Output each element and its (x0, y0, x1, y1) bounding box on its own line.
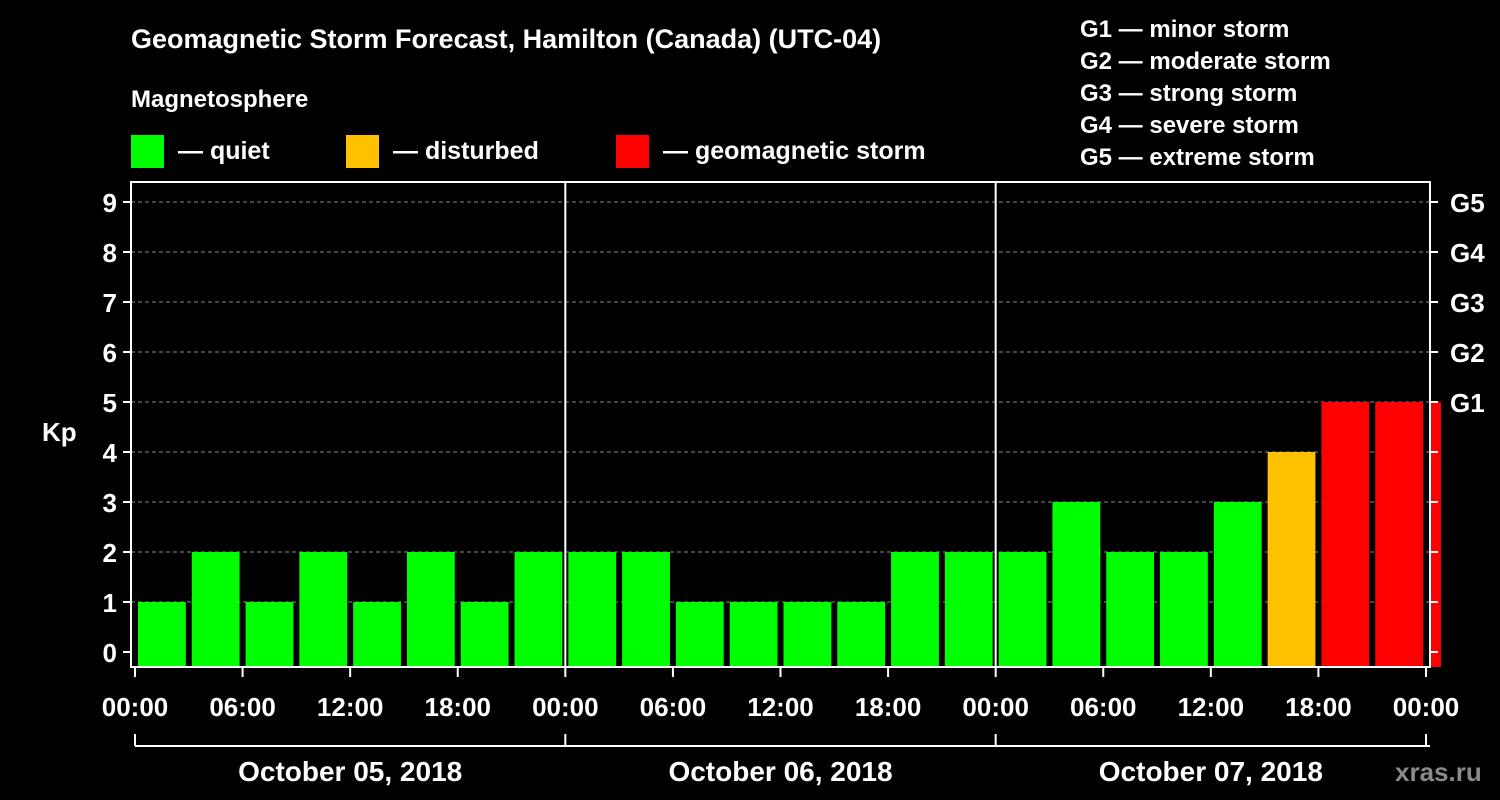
legend-swatch-storm (616, 134, 649, 168)
g-scale-g4: G4 — severe storm (1080, 112, 1299, 139)
x-tick-label: 12:00 (317, 692, 384, 722)
y-tick-label: 1 (103, 588, 117, 618)
kp-bar (1267, 452, 1316, 667)
x-tick-label: 12:00 (1178, 692, 1245, 722)
legend-storm: — geomagnetic storm (616, 134, 926, 168)
kp-bar (406, 552, 455, 667)
kp-bar (944, 552, 993, 667)
y-tick-label: 9 (103, 188, 117, 218)
x-tick-label: 18:00 (855, 692, 922, 722)
day-label: October 05, 2018 (238, 756, 462, 787)
x-tick-label: 18:00 (1285, 692, 1352, 722)
y-tick-label: 6 (103, 338, 117, 368)
x-tick-label: 00:00 (102, 692, 169, 722)
y-tick-label: 5 (103, 388, 117, 418)
kp-bar (460, 602, 509, 667)
x-tick-label: 00:00 (962, 692, 1029, 722)
x-tick-label: 18:00 (425, 692, 492, 722)
g-level-label: G3 (1450, 288, 1485, 318)
x-tick-label: 06:00 (1070, 692, 1137, 722)
kp-bar (1160, 552, 1208, 667)
kp-bar (783, 602, 832, 667)
kp-bar (1429, 402, 1441, 667)
kp-bar (1106, 552, 1155, 667)
kp-bar (191, 552, 240, 667)
y-tick-label: 8 (103, 238, 117, 268)
g-level-label: G4 (1450, 238, 1485, 268)
g-scale-legend: G1 — minor storm G2 — moderate storm G3 … (1080, 14, 1331, 174)
magnetosphere-heading: Magnetosphere (131, 86, 309, 113)
kp-bar (514, 552, 563, 667)
g-level-label: G1 (1450, 388, 1485, 418)
g-level-label: G5 (1450, 188, 1485, 218)
legend-label-storm: — geomagnetic storm (663, 136, 926, 165)
y-axis-label: Kp (42, 417, 77, 447)
kp-bar (891, 552, 939, 667)
kp-bar (353, 602, 401, 667)
kp-bar (138, 602, 186, 667)
g-scale-g2: G2 — moderate storm (1080, 48, 1331, 75)
x-tick-label: 06:00 (640, 692, 707, 722)
y-tick-label: 0 (103, 638, 117, 668)
g-level-label: G2 (1450, 338, 1485, 368)
y-tick-label: 3 (103, 488, 117, 518)
x-tick-label: 00:00 (1393, 692, 1460, 722)
kp-bar (245, 602, 294, 667)
day-label: October 07, 2018 (1099, 756, 1323, 787)
kp-bar (1213, 502, 1262, 667)
kp-bar (299, 552, 348, 667)
g-scale-g5: G5 — extreme storm (1080, 144, 1315, 171)
y-tick-label: 4 (103, 438, 118, 468)
legend-swatch-disturbed (346, 134, 379, 168)
x-tick-label: 12:00 (747, 692, 814, 722)
chart-title: Geomagnetic Storm Forecast, Hamilton (Ca… (131, 24, 882, 54)
legend-label-disturbed: — disturbed (393, 136, 539, 165)
legend-quiet: — quiet (131, 134, 270, 168)
kp-bar (837, 602, 886, 667)
day-label: October 06, 2018 (668, 756, 892, 787)
y-tick-label: 2 (103, 538, 117, 568)
watermark: xras.ru (1395, 757, 1482, 787)
kp-bar (1375, 402, 1423, 667)
kp-bar (675, 602, 724, 667)
kp-bar (729, 602, 778, 667)
kp-bar (998, 552, 1047, 667)
legend-label-quiet: — quiet (178, 136, 270, 165)
kp-bar (622, 552, 670, 667)
g-scale-g3: G3 — strong storm (1080, 80, 1298, 107)
kp-bar (1052, 502, 1101, 667)
g-scale-g1: G1 — minor storm (1080, 16, 1290, 43)
kp-bar (568, 552, 617, 667)
x-tick-label: 00:00 (532, 692, 599, 722)
legend-disturbed: — disturbed (346, 134, 539, 168)
y-tick-label: 7 (103, 288, 117, 318)
legend-swatch-quiet (131, 134, 164, 168)
kp-bar (1321, 402, 1370, 667)
x-tick-label: 06:00 (209, 692, 276, 722)
